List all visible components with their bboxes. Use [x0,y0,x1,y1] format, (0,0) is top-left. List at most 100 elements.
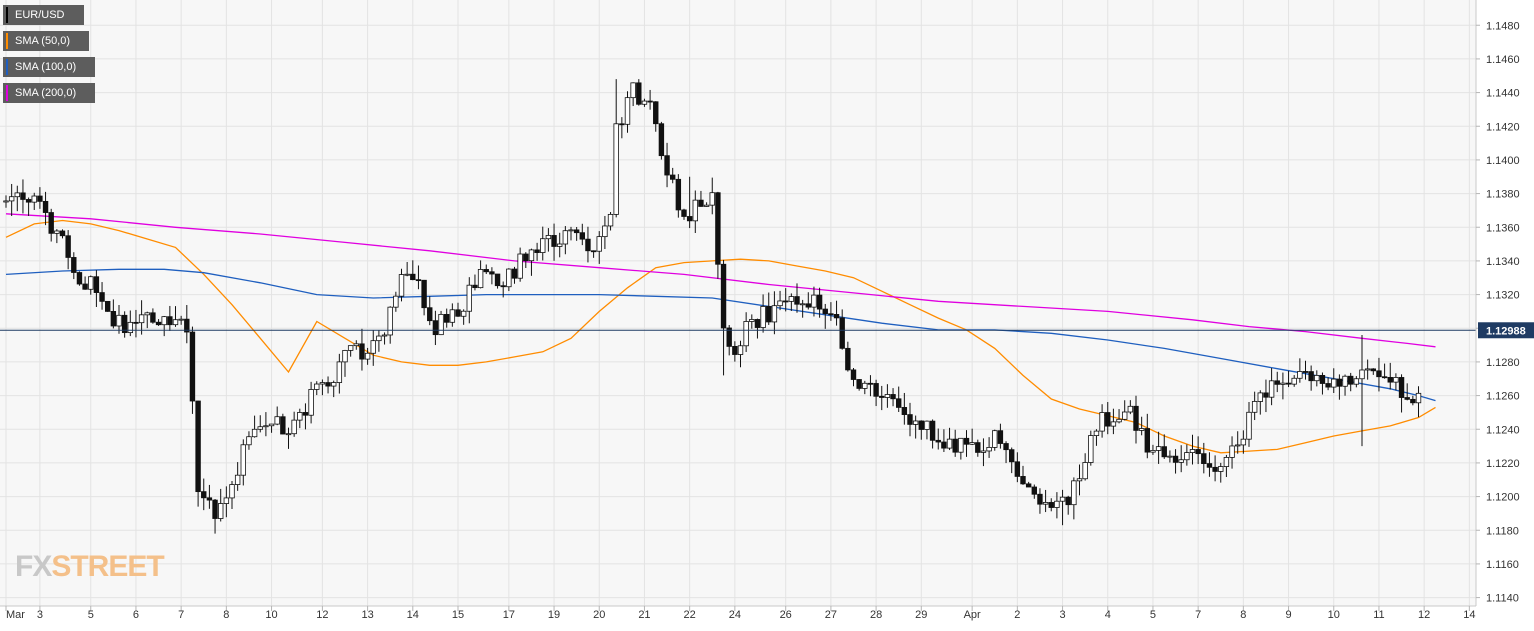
x-tick-label: 9 [1285,609,1291,621]
candle-body [783,300,789,303]
candle-body [364,352,371,360]
candle-body [1009,449,1015,463]
candle-body [1398,377,1405,398]
candle-body [336,361,343,383]
x-tick-label: 3 [1059,609,1065,621]
x-tick-label: 13 [361,609,373,621]
x-tick-label: 12 [316,609,328,621]
x-tick-label: 27 [825,609,837,621]
candle-body [234,474,241,485]
candle-body [25,199,32,203]
candle-body [1325,383,1331,388]
candle-body [314,383,320,390]
candle-body [105,300,111,312]
candle-body [381,334,388,337]
candle-body [404,273,410,276]
x-tick-label: 6 [133,609,139,621]
candle-body [240,444,246,476]
candle-body [1133,405,1139,431]
x-tick-label: 28 [870,609,882,621]
candle-body [929,420,936,441]
legend-item-sma-200[interactable]: SMA (200,0) [3,83,95,103]
candle-body [172,319,179,326]
candle-body [8,196,15,202]
candle-body [557,243,563,247]
candle-body [958,437,964,453]
candle-body [1189,449,1196,453]
candle-body [579,232,585,240]
candle-body [749,319,755,322]
legend-label-sma-200: SMA (200,0) [15,87,77,99]
candle-body [720,263,727,329]
legend-item-eurusd[interactable]: EUR/USD [3,5,84,25]
candle-body [1348,375,1354,385]
legend-item-sma-50[interactable]: SMA (50,0) [3,31,89,51]
candle-body [912,420,919,425]
plot-background [0,0,1476,606]
legend-item-sma-100[interactable]: SMA (100,0) [3,57,95,77]
y-tick-label: 1.1340 [1486,256,1520,268]
candle-body [161,316,167,326]
candle-body [291,419,297,435]
candle-body [901,407,908,415]
candle-body [432,320,439,336]
y-tick-label: 1.1360 [1486,222,1520,234]
candle-body [816,294,823,310]
candle-body [1122,411,1128,420]
candle-body [121,314,128,334]
candle-body [1268,380,1275,398]
candle-body [65,235,71,258]
candle-body [150,312,156,323]
candle-body [624,97,631,125]
x-tick-label: 4 [1105,609,1111,621]
y-tick-label: 1.1480 [1486,20,1520,32]
candle-body [1065,496,1071,506]
candle-body [280,416,286,435]
candle-body [347,345,354,351]
candle-body [1212,466,1218,472]
candle-body [675,178,682,211]
candle-body [636,82,642,105]
candle-body [811,294,817,308]
candle-body [1331,378,1337,388]
candle-body [1201,453,1207,464]
candle-body [1042,502,1049,505]
candle-body [602,225,608,238]
candle-body [1342,375,1348,387]
candle-body [670,174,676,180]
candle-body [1280,382,1286,385]
candle-body [251,428,258,438]
candle-body [1093,430,1100,436]
candle-body [1393,377,1399,383]
candle-body [918,420,924,430]
x-tick-label: 7 [178,609,184,621]
candle-body [1167,455,1173,458]
candle-body [274,416,280,425]
y-tick-label: 1.1420 [1486,121,1520,133]
candle-body [1048,502,1054,508]
x-tick-label: 7 [1195,609,1201,621]
candle-body [1155,446,1162,451]
candle-body [845,347,851,371]
candle-body [726,327,732,347]
candle-body [319,382,326,385]
candle-body [568,229,574,232]
candle-body [794,296,800,305]
candle-body [1031,486,1037,495]
y-tick-label: 1.1160 [1486,559,1519,571]
candle-body [1229,445,1235,458]
candle-body [1178,459,1184,463]
legend-label-sma-50: SMA (50,0) [15,35,71,47]
candle-body [1235,444,1241,447]
candle-body [212,499,218,519]
y-tick-label: 1.1200 [1486,492,1520,504]
candle-body [664,155,670,176]
candle-body [828,313,834,316]
candle-body [596,236,602,252]
candle-body [472,284,478,289]
candle-body [1105,412,1111,427]
candle-body [630,82,636,99]
candle-body [1336,378,1343,387]
candle-body [370,340,376,354]
candle-body [545,235,552,240]
